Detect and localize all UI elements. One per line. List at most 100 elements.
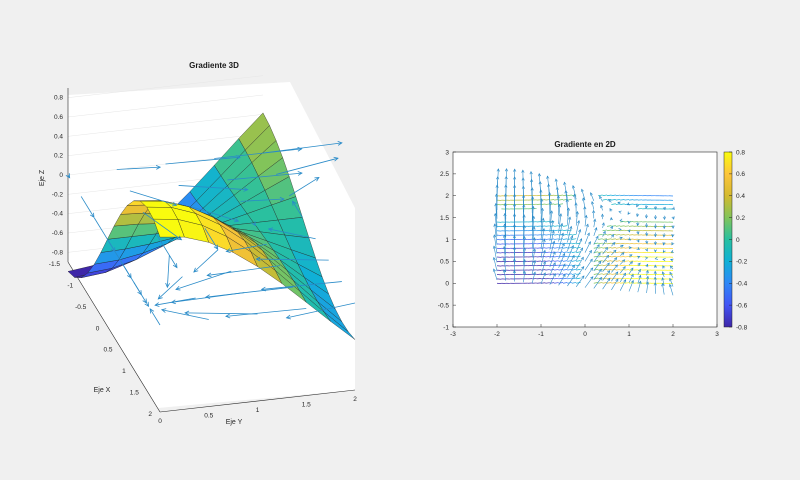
quiver-arrow (549, 241, 555, 259)
quiver-contour-segment (624, 242, 630, 245)
quiver-x-tick: -3 (450, 331, 456, 338)
quiver-arrow (558, 263, 566, 277)
quiver-arrow (540, 261, 546, 276)
quiver-arrow (493, 246, 498, 263)
quiver-arrow (540, 208, 543, 232)
surface-y-tick: 2 (353, 396, 357, 403)
quiver-contour-segment (554, 203, 559, 205)
quiver-arrow (619, 273, 626, 283)
surface-x-tick: -0.5 (75, 304, 87, 311)
quiver-arrow (602, 255, 609, 264)
surface-arrow-head (160, 308, 167, 313)
quiver-arrow-head (653, 206, 657, 210)
surface-axis-line (67, 261, 161, 413)
surface-arrow (276, 157, 339, 175)
surface-patch (153, 218, 185, 238)
quiver-arrow-head (627, 229, 631, 233)
quiver-contour-segment (598, 282, 603, 284)
surface-plot-3d[interactable]: -0.8 -0.6 -0.4 -0.2 0 0.2 0.4 0.6 0.8 -1.5 -1 -0.5 0… (39, 61, 357, 426)
quiver-arrow-head (629, 261, 633, 265)
colorbar-tick: -0.6 (736, 302, 748, 309)
quiver-arrow-head (589, 258, 593, 263)
quiver-arrow (558, 213, 562, 233)
quiver-arrow (584, 224, 589, 236)
surface-arrow-head (292, 200, 297, 206)
quiver-arrow-head (653, 225, 657, 229)
quiver-arrow (503, 246, 507, 264)
colorbar-tick: -0.2 (736, 259, 748, 266)
quiver-contour-segment (554, 247, 559, 249)
quiver-arrow-head (619, 218, 623, 222)
quiver-contour-segment (545, 251, 550, 253)
quiver-contour-segment (620, 199, 625, 201)
quiver-arrow-head (569, 225, 573, 230)
quiver-contour-segment (606, 251, 612, 253)
quiver-contour-segment (606, 282, 612, 284)
surface-arrow-head (225, 248, 231, 254)
quiver-arrow-head (593, 218, 597, 222)
quiver-arrow-head (572, 274, 576, 278)
quiver-arrow-head (532, 248, 537, 252)
quiver-tick-labels: -3 -2 -1 0 1 2 3 -1 -0.5 0 0.5 1 1.5 2 2.5 3 (438, 149, 719, 338)
quiver-contour-segment (576, 282, 581, 284)
surface-zlabel: Eje Z (39, 169, 46, 186)
surface-arrow (133, 281, 147, 304)
quiver-contour-segment (562, 229, 568, 232)
quiver-arrow (504, 224, 507, 246)
quiver-arrow-head (608, 198, 612, 203)
quiver-arrow (567, 217, 571, 234)
quiver-arrow (600, 205, 603, 211)
quiver-arrow (646, 276, 649, 285)
quiver-arrow (584, 232, 590, 244)
surface-arrow-head (154, 302, 160, 307)
quiver-contour-segment (620, 234, 625, 236)
quiver-arrow-head (552, 262, 556, 266)
quiver-arrow-head (645, 269, 649, 274)
quiver-arrow (565, 190, 568, 208)
quiver-arrow (628, 267, 634, 275)
quiver-arrow (523, 259, 526, 274)
surface-arrow-head (176, 235, 183, 241)
quiver-arrow-head (552, 240, 556, 244)
quiver-contour-segment (620, 225, 625, 227)
quiver-arrow-head (618, 210, 622, 214)
quiver-contour-segment (615, 247, 621, 249)
surface-z-tick: 0.2 (54, 153, 63, 160)
surface-arrow (225, 308, 307, 317)
quiver-contour-segment (615, 234, 621, 236)
quiver-arrow (619, 259, 625, 265)
quiver-arrow (584, 241, 591, 253)
quiver-contour-segment (549, 247, 555, 249)
quiver-contour-segment (545, 256, 550, 258)
quiver-contour-segment (624, 277, 630, 280)
quiver-arrow-head (560, 222, 564, 227)
quiver-arrow-head (612, 242, 616, 246)
quiver-arrow (628, 274, 634, 283)
quiver-contour-segment (598, 251, 603, 253)
surface-arrow-head (267, 227, 274, 233)
quiver-contour-segment (593, 273, 599, 275)
quiver-contour-segment (615, 251, 621, 253)
quiver-y-tick: -1 (443, 324, 449, 331)
quiver-arrow-head (522, 204, 526, 208)
quiver-arrow-head (595, 235, 599, 240)
quiver-arrow-head (600, 204, 604, 209)
quiver-arrow (558, 204, 561, 225)
quiver-arrow-head (502, 257, 506, 261)
quiver-plot-2d[interactable]: -3 -2 -1 0 1 2 3 -1 -0.5 0 0.5 1 1.5 2 2.5 3 Gradiente … (438, 140, 748, 338)
quiver-contour-segment (624, 199, 630, 201)
quiver-arrow-head (644, 256, 649, 260)
quiver-contour-segment (545, 229, 550, 232)
quiver-arrow-head (571, 254, 575, 259)
quiver-arrow (567, 226, 572, 243)
quiver-arrow (593, 236, 599, 245)
quiver-arrow (602, 247, 608, 255)
quiver-arrow-head (492, 256, 496, 261)
quiver-contour-segment (620, 264, 625, 267)
quiver-arrow-head (597, 252, 601, 256)
quiver-contour-segment (571, 233, 577, 236)
surface-x-tick: -1.5 (49, 261, 61, 268)
quiver-contour-segment (558, 273, 564, 275)
quiver-arrow-head (596, 244, 600, 248)
quiver-arrow (611, 249, 617, 256)
